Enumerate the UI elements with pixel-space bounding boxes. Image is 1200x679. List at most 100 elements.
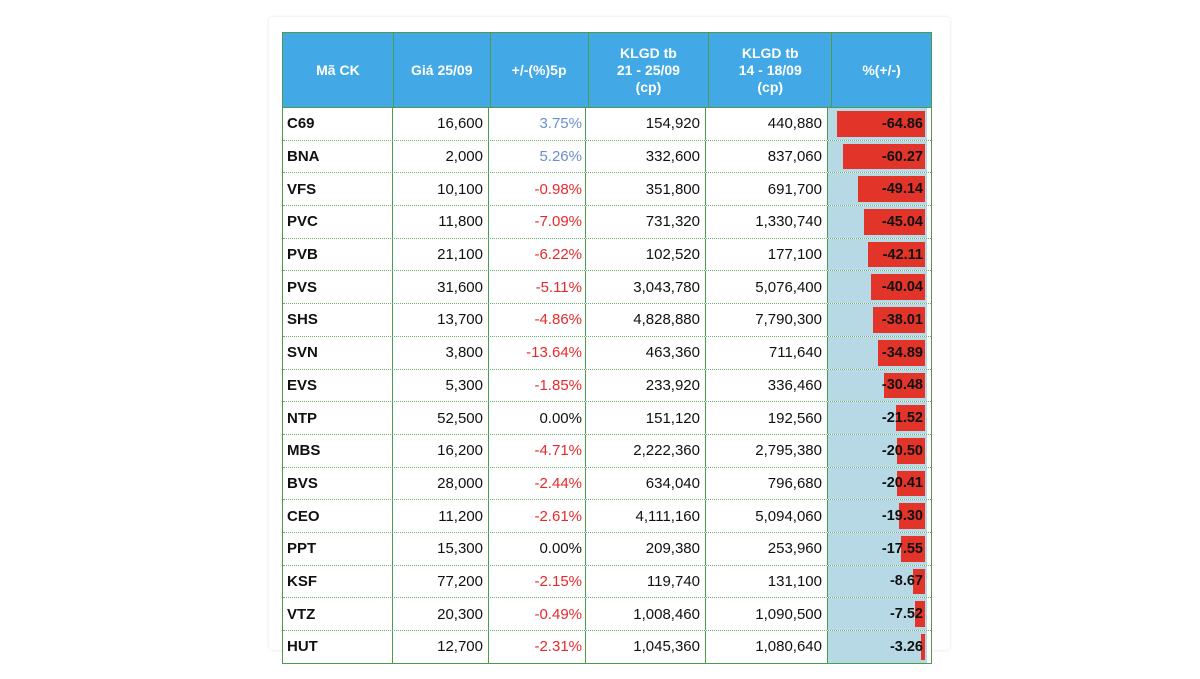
cell-volume-change: -49.14 xyxy=(828,173,927,206)
volume-change-label: -20.41 xyxy=(881,475,923,492)
volume-change-label: -19.30 xyxy=(881,508,923,525)
table-row: BVS 28,000 -2.44% 634,040 796,680 -20.41 xyxy=(283,467,931,501)
table-row: KSF 77,200 -2.15% 119,740 131,100 -8.67 xyxy=(283,565,931,599)
cell-code: VTZ xyxy=(283,598,393,630)
cell-change-5: -6.22% xyxy=(489,238,586,271)
cell-price: 3,800 xyxy=(393,336,489,369)
cell-code: NTP xyxy=(283,402,393,434)
volume-change-label: -20.50 xyxy=(881,442,923,459)
cell-volume-current: 209,380 xyxy=(586,532,706,565)
volume-change-bar xyxy=(895,405,925,431)
volume-change-label: -30.48 xyxy=(881,377,923,394)
table-row: NTP 52,500 0.00% 151,120 192,560 -21.52 xyxy=(283,402,931,435)
cell-price: 15,300 xyxy=(393,532,489,565)
cell-code: CEO xyxy=(283,500,393,532)
cell-volume-previous: 192,560 xyxy=(706,402,828,434)
cell-price: 28,000 xyxy=(393,467,489,500)
cell-volume-current: 233,920 xyxy=(586,369,706,402)
cell-volume-previous: 691,700 xyxy=(706,173,828,206)
cell-change-5: -2.31% xyxy=(489,631,586,663)
volume-change-label: -17.55 xyxy=(881,540,923,557)
volume-change-bar xyxy=(897,437,925,464)
cell-price: 12,700 xyxy=(393,631,489,663)
cell-change-5: -4.71% xyxy=(489,434,586,467)
volume-change-bar xyxy=(863,209,925,235)
cell-volume-change: -40.04 xyxy=(828,271,927,304)
table-row: C69 16,600 3.75% 154,920 440,880 -64.86 xyxy=(283,108,931,141)
volume-change-bar xyxy=(836,111,925,137)
cell-code: KSF xyxy=(283,565,393,598)
cell-volume-previous: 5,094,060 xyxy=(706,500,828,532)
cell-change-5: -0.49% xyxy=(489,598,586,630)
table-row: EVS 5,300 -1.85% 233,920 336,460 -30.48 xyxy=(283,369,931,403)
cell-change-5: -2.44% xyxy=(489,467,586,500)
cell-volume-current: 154,920 xyxy=(586,108,706,140)
volume-change-label: -8.67 xyxy=(889,573,923,590)
volume-change-label: -40.04 xyxy=(881,279,923,296)
cell-code: BNA xyxy=(283,140,393,173)
volume-change-bar xyxy=(870,274,925,301)
cell-price: 31,600 xyxy=(393,271,489,304)
cell-volume-change: -64.86 xyxy=(828,108,927,140)
cell-price: 52,500 xyxy=(393,402,489,434)
cell-price: 21,100 xyxy=(393,238,489,271)
cell-volume-current: 634,040 xyxy=(586,467,706,500)
cell-volume-previous: 796,680 xyxy=(706,467,828,500)
volume-change-label: -21.52 xyxy=(881,410,923,427)
cell-change-5: -5.11% xyxy=(489,271,586,304)
cell-volume-current: 351,800 xyxy=(586,173,706,206)
cell-volume-current: 731,320 xyxy=(586,206,706,238)
cell-price: 10,100 xyxy=(393,173,489,206)
table-row: BNA 2,000 5.26% 332,600 837,060 -60.27 xyxy=(283,140,931,174)
volume-change-label: -60.27 xyxy=(881,148,923,165)
cell-code: PPT xyxy=(283,532,393,565)
volume-change-bar xyxy=(867,241,925,268)
cell-volume-current: 4,828,880 xyxy=(586,304,706,336)
cell-volume-change: -17.55 xyxy=(828,532,927,565)
cell-volume-change: -21.52 xyxy=(828,402,927,434)
cell-volume-change: -7.52 xyxy=(828,598,927,630)
cell-change-5: 5.26% xyxy=(489,140,586,173)
volume-change-label: -34.89 xyxy=(881,344,923,361)
cell-volume-previous: 1,090,500 xyxy=(706,598,828,630)
cell-volume-previous: 5,076,400 xyxy=(706,271,828,304)
cell-change-5: -2.61% xyxy=(489,500,586,532)
cell-code: SVN xyxy=(283,336,393,369)
cell-volume-change: -30.48 xyxy=(828,369,927,402)
cell-code: EVS xyxy=(283,369,393,402)
cell-price: 16,200 xyxy=(393,434,489,467)
cell-volume-current: 4,111,160 xyxy=(586,500,706,532)
table-row: CEO 11,200 -2.61% 4,111,160 5,094,060 -19.30 xyxy=(283,500,931,533)
cell-volume-previous: 440,880 xyxy=(706,108,828,140)
header-code: Mã CK xyxy=(283,33,394,107)
table-row: VTZ 20,300 -0.49% 1,008,460 1,090,500 -7.52 xyxy=(283,598,931,631)
cell-code: HUT xyxy=(283,631,393,663)
volume-change-label: -64.86 xyxy=(881,115,923,132)
cell-volume-previous: 1,330,740 xyxy=(706,206,828,238)
cell-price: 77,200 xyxy=(393,565,489,598)
volume-change-label: -49.14 xyxy=(881,181,923,198)
cell-code: VFS xyxy=(283,173,393,206)
cell-change-5: -2.15% xyxy=(489,565,586,598)
cell-volume-change: -60.27 xyxy=(828,140,927,173)
cell-price: 20,300 xyxy=(393,598,489,630)
cell-volume-previous: 837,060 xyxy=(706,140,828,173)
cell-volume-change: -38.01 xyxy=(828,304,927,336)
cell-code: C69 xyxy=(283,108,393,140)
cell-code: PVS xyxy=(283,271,393,304)
volume-change-bar xyxy=(858,176,925,203)
table-row: PVC 11,800 -7.09% 731,320 1,330,740 -45.04 xyxy=(283,206,931,239)
cell-change-5: -1.85% xyxy=(489,369,586,402)
volume-change-bar xyxy=(897,470,925,497)
volume-change-bar xyxy=(914,601,925,627)
cell-volume-previous: 336,460 xyxy=(706,369,828,402)
cell-price: 5,300 xyxy=(393,369,489,402)
header-change-5-sessions: +/-(%)5p xyxy=(491,33,589,107)
cell-price: 2,000 xyxy=(393,140,489,173)
cell-volume-current: 463,360 xyxy=(586,336,706,369)
volume-change-label: -3.26 xyxy=(889,638,923,655)
cell-change-5: -13.64% xyxy=(489,336,586,369)
volume-change-bar xyxy=(901,535,925,562)
cell-code: MBS xyxy=(283,434,393,467)
table-body: C69 16,600 3.75% 154,920 440,880 -64.86 BNA 2,0… xyxy=(283,108,931,663)
